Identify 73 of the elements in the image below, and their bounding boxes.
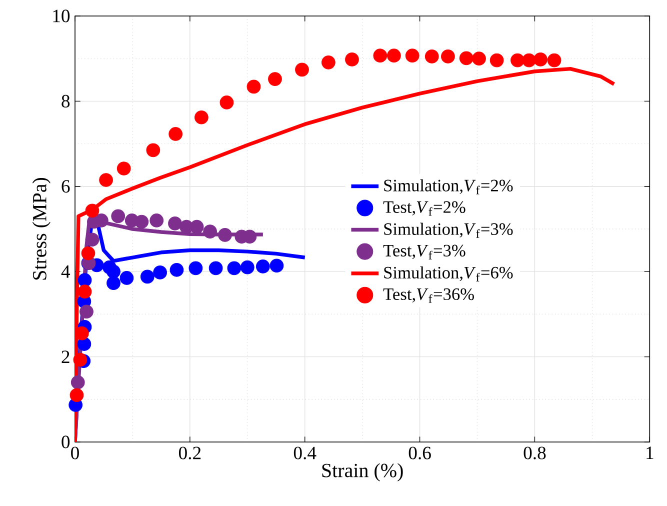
y-tick-label: 8 [62,94,70,108]
point [80,304,94,319]
point [534,52,548,66]
point [78,273,92,288]
legend-label: Test,V$_{f}$=36% [383,288,474,303]
legend-label: Simulation,V$_{f}$=6% [384,266,513,282]
point [203,224,217,238]
point [268,72,282,86]
point [85,232,100,247]
x-axis-title: Strain (%) [322,463,403,482]
point [106,264,120,279]
legend-label: Simulation,V$_{f}$=2% [384,179,513,194]
point [120,271,134,285]
point [188,261,203,276]
legend-label: Simulation,V$_{f}$=3% [384,222,513,238]
point [522,53,536,68]
point [78,284,92,299]
legend-label: Test,V$_{f}$=3% [383,244,466,260]
point [256,260,270,274]
point [547,53,562,68]
point [220,96,234,110]
point [208,261,223,276]
point [270,258,284,273]
point [150,214,164,228]
point [70,375,85,390]
point [345,52,359,66]
point [190,220,204,234]
point [373,48,388,63]
point [116,162,131,176]
point [405,48,420,63]
y-tick-label: 4 [61,265,70,278]
point [295,62,309,77]
point [168,216,182,230]
point [168,127,183,141]
y-tick-label: 10 [53,10,70,22]
point [73,352,88,367]
point [146,143,160,158]
point [99,173,113,187]
point [153,266,167,280]
point [424,50,439,64]
x-tick-label: 0 [71,446,79,460]
x-tick-label: 0.4 [294,446,316,460]
point [74,326,89,340]
y-tick-label: 2 [62,350,70,363]
x-tick-label: 0.6 [408,446,431,460]
point [134,214,149,229]
point [106,276,120,290]
point [85,204,100,218]
point [321,55,336,70]
point [111,209,126,224]
point [227,261,242,276]
point [70,388,84,402]
x-tick-label: 0.8 [524,446,546,460]
legend-label: Test,V$_{f}$=2% [383,201,466,216]
y-axis-title: Stress (MPa) [32,178,50,280]
x-tick-label: 1 [646,446,654,460]
point [490,53,504,68]
point [459,51,474,66]
y-tick-label: 0 [62,436,70,448]
point [441,50,455,64]
point [387,48,401,63]
point [472,52,486,66]
point [240,260,254,274]
point [170,262,184,277]
point [218,228,232,242]
point [81,246,96,260]
point [246,80,261,94]
y-tick-label: 6 [62,180,70,193]
point [77,337,92,351]
x-tick-label: 0.2 [178,446,201,460]
point [140,270,154,284]
point [194,110,208,124]
point [510,53,524,68]
